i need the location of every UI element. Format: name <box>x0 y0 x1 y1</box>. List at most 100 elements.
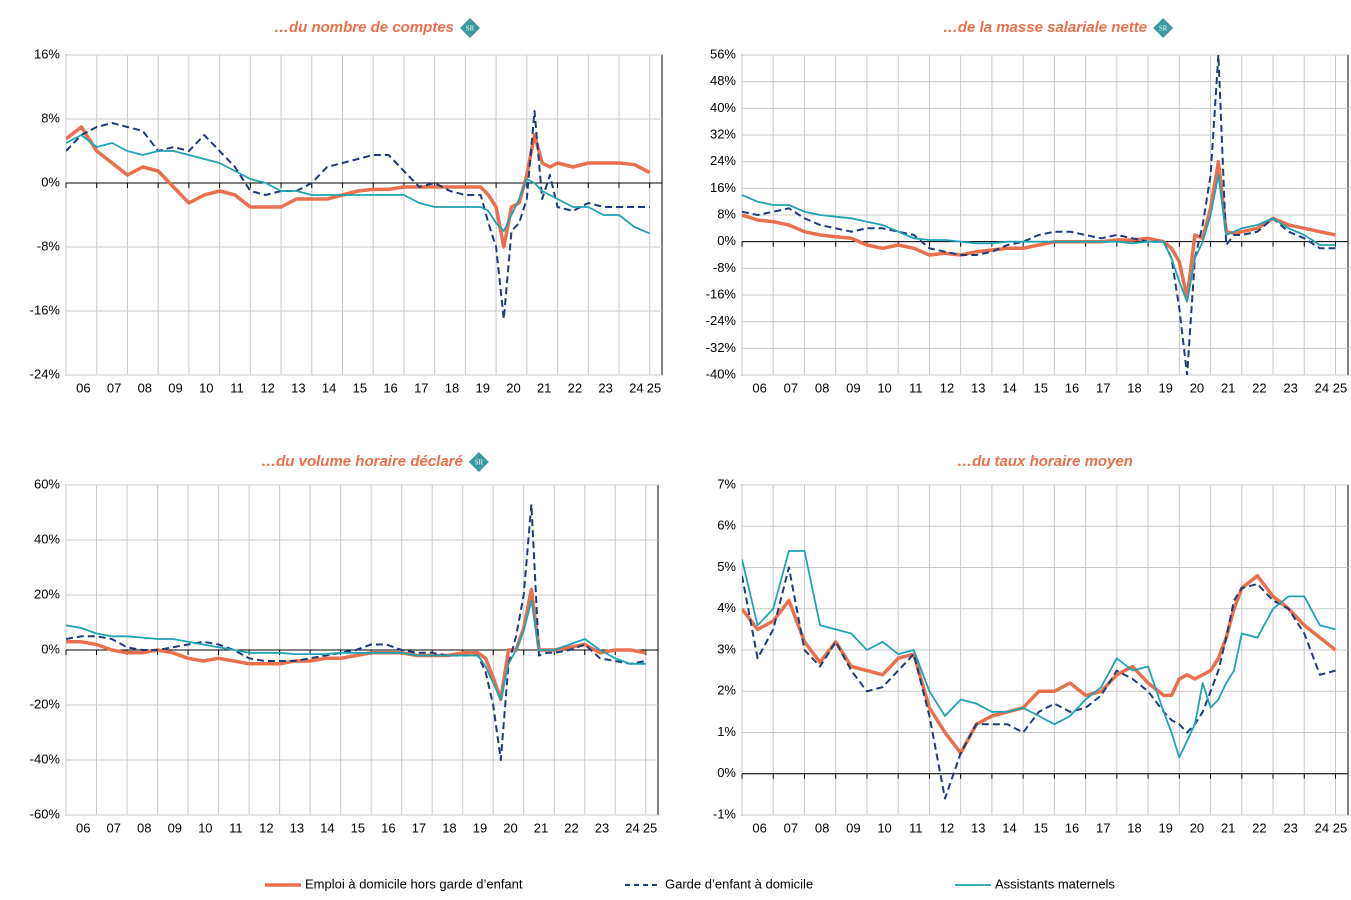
x-tick-label: 07 <box>784 380 798 395</box>
x-tick-label: 12 <box>940 380 954 395</box>
y-tick-label: 8% <box>717 206 736 221</box>
series-line <box>66 125 651 249</box>
x-tick-label: 12 <box>260 380 274 395</box>
badge-diamond <box>1153 18 1174 38</box>
x-tick-label: 17 <box>1096 380 1110 395</box>
y-tick-label: -24% <box>30 366 61 381</box>
y-tick-label: -16% <box>706 286 737 301</box>
y-tick-label: 40% <box>710 100 736 115</box>
x-tick-label: 24 <box>1315 380 1329 395</box>
x-tick-label: 20 <box>503 820 517 835</box>
panel: 06 07 08 09 10 11 12 13 14 15 16 17 18 19 20 21 22 23 24 25… <box>30 452 659 835</box>
x-tick-label: 16 <box>381 820 395 835</box>
y-tick-label: 4% <box>717 600 736 615</box>
legend-label: Assistants maternels <box>995 876 1115 891</box>
y-tick-label: 2% <box>717 683 736 698</box>
y-tick-label: 8% <box>41 110 60 125</box>
series-line <box>66 134 651 235</box>
x-tick-label: 23 <box>1283 380 1297 395</box>
chart-title: …du nombre de comptes <box>274 19 454 36</box>
panel: 06 07 08 09 10 11 12 13 14 15 16 17 18 19 20 21 22 23 24 25… <box>30 18 663 395</box>
y-tick-label: 7% <box>717 476 736 491</box>
x-tick-label: 17 <box>414 380 428 395</box>
x-tick-label: 08 <box>815 380 829 395</box>
y-tick-label: 0% <box>717 765 736 780</box>
series-line <box>742 566 1336 800</box>
x-tick-label: 11 <box>909 820 923 835</box>
x-tick-label: 07 <box>107 820 121 835</box>
x-tick-label: 22 <box>564 820 578 835</box>
x-tick-label: 13 <box>971 380 985 395</box>
x-tick-label: 07 <box>107 380 121 395</box>
x-tick-label: 09 <box>846 820 860 835</box>
series-line <box>742 574 1337 755</box>
y-tick-label: -32% <box>706 340 737 355</box>
x-tick-label: 09 <box>168 380 182 395</box>
x-tick-label: 19 <box>476 380 490 395</box>
x-tick-label: 16 <box>383 380 397 395</box>
y-tick-label: 0% <box>41 641 60 656</box>
x-tick-label: 22 <box>568 380 582 395</box>
x-tick-label: 14 <box>1002 820 1016 835</box>
badge-text: SR <box>466 25 475 33</box>
x-tick-label: 12 <box>940 820 954 835</box>
x-tick-label: 12 <box>259 820 273 835</box>
x-tick-label: 20 <box>1190 820 1204 835</box>
x-tick-label: 24 <box>625 820 639 835</box>
x-tick-label: 25 <box>1333 380 1347 395</box>
x-tick-label: 21 <box>537 380 551 395</box>
y-tick-label: -8% <box>713 260 737 275</box>
y-tick-label: -40% <box>706 366 737 381</box>
x-tick-label: 23 <box>595 820 609 835</box>
series-line <box>66 599 646 701</box>
x-tick-label: 14 <box>322 380 336 395</box>
badge-text: SR <box>475 459 484 467</box>
y-tick-label: -24% <box>706 313 737 328</box>
x-tick-label: 09 <box>846 380 860 395</box>
x-tick-label: 08 <box>815 820 829 835</box>
x-tick-label: 06 <box>752 380 766 395</box>
x-tick-label: 16 <box>1065 820 1079 835</box>
x-tick-label: 22 <box>1252 820 1266 835</box>
x-tick-label: 17 <box>1096 820 1110 835</box>
y-tick-label: 40% <box>34 531 60 546</box>
y-tick-label: 32% <box>710 126 736 141</box>
x-tick-label: 20 <box>1190 380 1204 395</box>
x-tick-label: 19 <box>473 820 487 835</box>
y-tick-label: -1% <box>713 806 737 821</box>
x-tick-label: 24 <box>1315 820 1329 835</box>
x-tick-label: 14 <box>320 820 334 835</box>
x-tick-label: 24 <box>629 380 643 395</box>
y-tick-label: 3% <box>717 641 736 656</box>
y-tick-label: -40% <box>30 751 61 766</box>
y-tick-label: 56% <box>710 46 736 61</box>
x-tick-label: 19 <box>1158 820 1172 835</box>
x-tick-label: 21 <box>1221 820 1235 835</box>
series-line <box>742 550 1336 759</box>
panel: 06 07 08 09 10 11 12 13 14 15 16 17 18 19 20 21 22 23 24 25… <box>706 18 1349 395</box>
x-tick-label: 11 <box>229 820 243 835</box>
x-tick-label: 06 <box>752 820 766 835</box>
x-tick-label: 25 <box>647 380 661 395</box>
x-tick-label: 21 <box>1221 380 1235 395</box>
x-tick-label: 25 <box>1333 820 1347 835</box>
y-tick-label: 24% <box>710 153 736 168</box>
x-tick-label: 07 <box>784 820 798 835</box>
x-tick-label: 11 <box>230 380 244 395</box>
series-line <box>66 587 647 702</box>
x-tick-label: 21 <box>534 820 548 835</box>
x-tick-label: 20 <box>506 380 520 395</box>
x-tick-label: 10 <box>199 380 213 395</box>
chart-title: …de la masse salariale nette <box>943 19 1147 36</box>
y-tick-label: 5% <box>717 559 736 574</box>
x-tick-label: 11 <box>909 380 923 395</box>
x-tick-label: 23 <box>598 380 612 395</box>
series-line <box>742 55 1336 375</box>
y-tick-label: -20% <box>30 696 61 711</box>
x-tick-label: 15 <box>1034 820 1048 835</box>
x-tick-label: 23 <box>1283 820 1297 835</box>
y-tick-label: 1% <box>717 724 736 739</box>
y-tick-label: 48% <box>710 73 736 88</box>
x-tick-label: 10 <box>877 380 891 395</box>
